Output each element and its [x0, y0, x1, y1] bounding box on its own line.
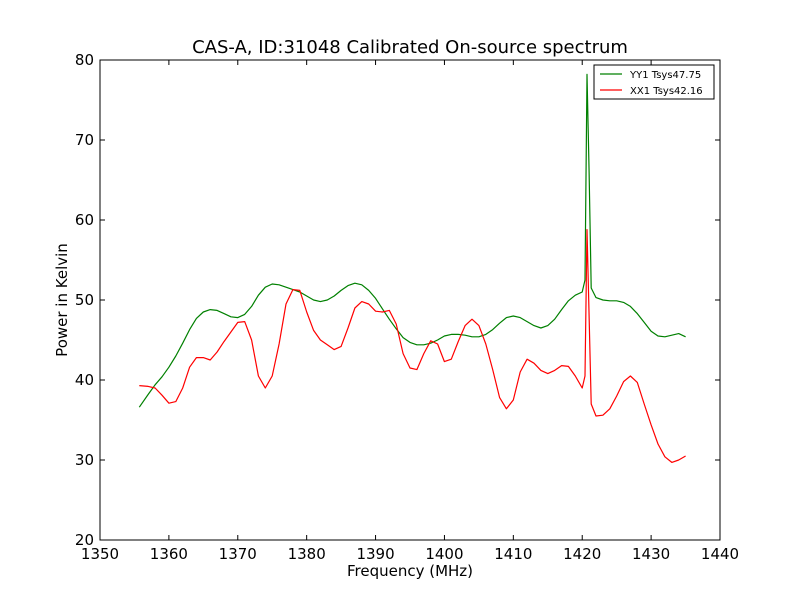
y-tick-label: 20: [75, 531, 94, 549]
x-tick-label: 1350: [81, 545, 119, 563]
y-axis: 20 30 40 50 60 70 80: [75, 51, 720, 549]
x-tick-label: 1360: [150, 545, 188, 563]
y-tick-label: 40: [75, 371, 94, 389]
series-line-yy1: [138, 73, 686, 408]
y-axis-label: Power in Kelvin: [53, 243, 71, 357]
x-tick-label: 1440: [701, 545, 739, 563]
x-tick-label: 1390: [356, 545, 394, 563]
legend-label-yy1: YY1 Tsys47.75: [629, 70, 701, 81]
x-tick-label: 1420: [563, 545, 601, 563]
x-tick-label: 1380: [288, 545, 326, 563]
legend-box: [593, 64, 715, 100]
plot-area: [138, 73, 686, 463]
series-line-xx1: [139, 229, 686, 463]
legend-label-xx1: XX1 Tsys42.16: [630, 86, 703, 97]
x-axis: 1350 1360 1370 1380 1390 1400 1410 1420 1430 1440: [81, 60, 739, 563]
x-tick-label: 1430: [632, 545, 670, 563]
x-tick-label: 1400: [425, 545, 463, 563]
y-tick-label: 80: [75, 51, 94, 69]
x-tick-label: 1370: [219, 545, 257, 563]
chart-title: CAS-A, ID:31048 Calibrated On-source spe…: [192, 37, 628, 58]
legend: YY1 Tsys47.75 XX1 Tsys42.16: [593, 64, 715, 100]
x-axis-label: Frequency (MHz): [347, 562, 473, 580]
y-tick-label: 70: [75, 131, 94, 149]
y-tick-label: 60: [75, 211, 94, 229]
y-tick-label: 30: [75, 451, 94, 469]
x-tick-label: 1410: [494, 545, 532, 563]
y-tick-label: 50: [75, 291, 94, 309]
